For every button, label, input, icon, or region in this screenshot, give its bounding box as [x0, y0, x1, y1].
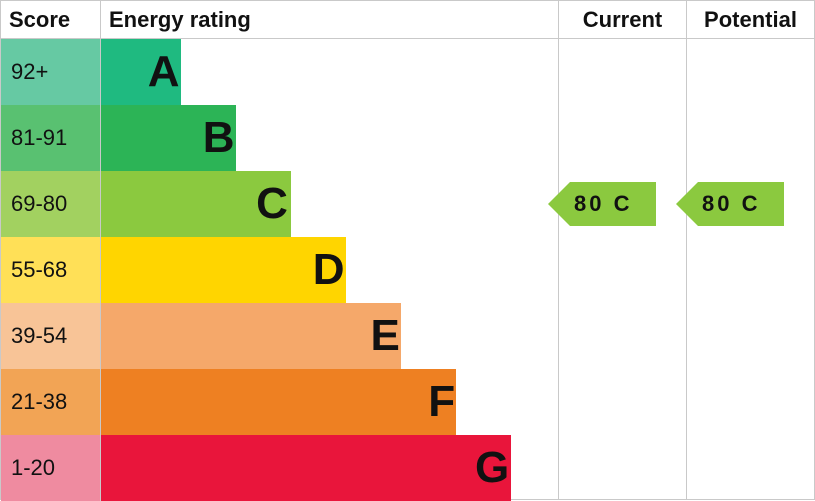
marker-potential: 80 C [676, 182, 784, 226]
band-row-g: 1-20 G [1, 435, 814, 501]
band-row-e: 39-54 E [1, 303, 814, 369]
score-range-c: 69-80 [1, 171, 101, 237]
rating-bar-d [101, 237, 346, 303]
rating-letter-b: B [203, 105, 235, 171]
rating-letter-g: G [475, 435, 509, 501]
header-row: Score Energy rating Current Potential [1, 1, 814, 39]
marker-potential-label: 80 C [676, 191, 760, 217]
rating-bar-g [101, 435, 511, 501]
score-range-d: 55-68 [1, 237, 101, 303]
rating-letter-a: A [148, 39, 180, 105]
header-potential: Potential [686, 1, 814, 38]
rating-letter-d: D [313, 237, 345, 303]
marker-current: 80 C [548, 182, 656, 226]
header-rating: Energy rating [101, 1, 558, 38]
score-range-e: 39-54 [1, 303, 101, 369]
band-row-a: 92+ A [1, 39, 814, 105]
rating-bar-e [101, 303, 401, 369]
band-row-f: 21-38 F [1, 369, 814, 435]
band-row-b: 81-91 B [1, 105, 814, 171]
rating-letter-c: C [256, 171, 288, 237]
rating-bar-f [101, 369, 456, 435]
chart-body: 92+A81-91B69-80C55-68D39-54E21-38F1-20G … [1, 39, 814, 499]
rating-letter-e: E [371, 303, 400, 369]
bands-container: 92+ A 81-91 B 69-80 C 55-68 D 39-54 E 21-38 F 1-20 G [1, 39, 814, 501]
score-range-f: 21-38 [1, 369, 101, 435]
epc-chart: Score Energy rating Current Potential 92… [0, 0, 815, 500]
marker-current-label: 80 C [548, 191, 632, 217]
header-score: Score [1, 1, 101, 38]
score-range-g: 1-20 [1, 435, 101, 501]
rating-letter-f: F [428, 369, 455, 435]
band-row-d: 55-68 D [1, 237, 814, 303]
score-range-a: 92+ [1, 39, 101, 105]
header-current: Current [558, 1, 686, 38]
score-range-b: 81-91 [1, 105, 101, 171]
